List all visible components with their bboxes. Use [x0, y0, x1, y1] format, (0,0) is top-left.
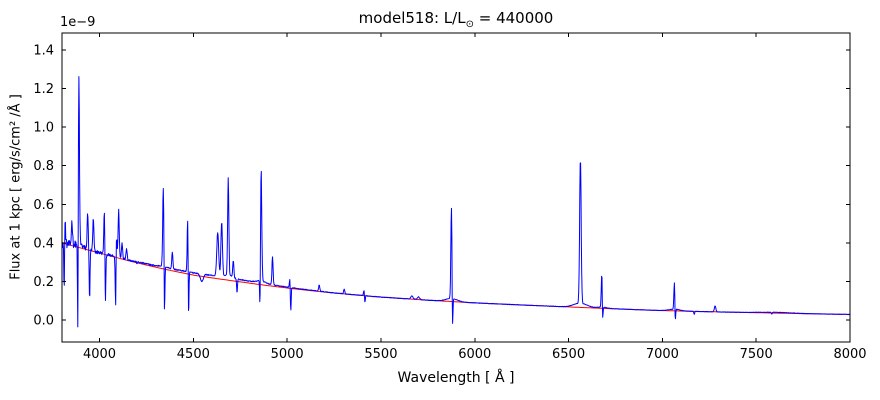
y-tick-label: 1.2 [33, 82, 54, 97]
x-tick-label: 7500 [740, 347, 773, 362]
y-axis-label: Flux at 1 kpc [ erg/s/cm² /Å ] [8, 94, 24, 280]
y-tick-label: 0.8 [33, 159, 54, 174]
title-text-pre: model518: L/L [358, 9, 466, 27]
x-axis-label: Wavelength [ Å ] [397, 370, 515, 386]
x-tick-label: 6500 [552, 347, 585, 362]
y-tick-label: 0.4 [33, 236, 54, 251]
y-tick-label: 1.0 [33, 121, 54, 136]
spectrum-line [62, 76, 850, 328]
y-tick-label: 1.4 [33, 43, 54, 58]
x-tick-label: 6000 [458, 347, 491, 362]
x-tick-label: 5000 [271, 347, 304, 362]
y-tick-label: 0.0 [33, 314, 54, 329]
solar-symbol: ⊙ [465, 19, 474, 30]
y-tick-label: 0.2 [33, 275, 54, 290]
continuum-line [62, 242, 850, 315]
axes-spines [61, 32, 851, 343]
title-text-post: = 440000 [473, 9, 554, 27]
chart-title: model518: L/L⊙ = 440000 [359, 9, 554, 30]
x-tick-label: 4500 [177, 347, 210, 362]
x-tick-label: 7000 [646, 347, 679, 362]
x-tick-label: 4000 [83, 347, 116, 362]
y-axis-offset-text: 1e−9 [60, 15, 96, 30]
x-tick-label: 8000 [833, 347, 866, 362]
y-tick-label: 0.6 [33, 198, 54, 213]
x-tick-label: 5500 [364, 347, 397, 362]
